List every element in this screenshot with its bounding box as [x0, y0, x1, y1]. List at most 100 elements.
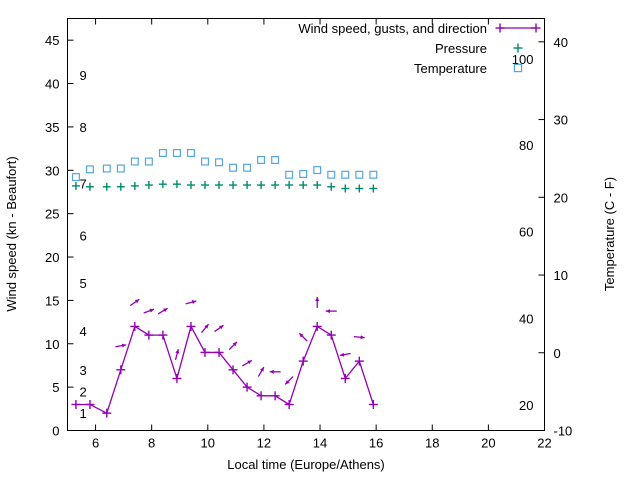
x-axis-title: Local time (Europe/Athens): [227, 457, 385, 472]
y-tick-label: 25: [45, 207, 59, 222]
beaufort-label: 8: [80, 120, 87, 135]
x-tick-label: 12: [257, 436, 271, 451]
fahrenheit-label: 80: [519, 138, 533, 153]
temperature-point: [299, 169, 308, 178]
temperature-point: [102, 164, 111, 173]
fahrenheit-label: 40: [519, 312, 533, 327]
arrow-head: [269, 369, 274, 374]
arrow-head: [232, 341, 237, 347]
wind-direction-arrow: [200, 323, 210, 334]
arrow-head: [339, 352, 345, 357]
y-tick-label: 10: [45, 337, 59, 352]
arrow-head: [175, 349, 180, 354]
fahrenheit-label: 60: [519, 224, 533, 239]
beaufort-label: 4: [80, 324, 87, 339]
fahrenheit-scale-labels: 20 40 60 80 100: [512, 52, 534, 413]
arrow-head: [191, 300, 197, 304]
y-tick-label: 35: [45, 120, 59, 135]
beaufort-label: 9: [80, 68, 87, 83]
legend-label-0: Wind speed, gusts, and direction: [298, 21, 487, 36]
arrow-head: [149, 308, 155, 313]
fahrenheit-label: 20: [519, 398, 533, 413]
legend-label-2: Temperature: [414, 61, 487, 76]
wind-direction-arrow: [353, 335, 365, 340]
y-tick-label: 15: [45, 293, 59, 308]
y-tick-label: 20: [45, 250, 59, 265]
series-wind-speed: [71, 321, 378, 418]
arrow-head: [299, 333, 304, 338]
y-axis-title: Wind speed (kn - Beaufort): [4, 156, 19, 311]
wind-direction-arrow: [115, 343, 127, 348]
y2-tick-label: 10: [554, 268, 568, 283]
y2-axis-title: Temperature (C - F): [602, 177, 617, 291]
temperature-point: [130, 157, 139, 166]
temperature-point: [341, 170, 350, 179]
y2-tick-label: 40: [554, 35, 568, 50]
wind-direction-arrow: [143, 308, 155, 314]
series-temperature: [71, 148, 378, 182]
plot-border: [67, 18, 545, 431]
beaufort-label: 2: [80, 384, 87, 399]
arrow-head: [204, 324, 209, 329]
legend-label-1: Pressure: [435, 41, 487, 56]
arrow-head: [285, 380, 290, 385]
chart-legend: Wind speed, gusts, and direction Pressure…: [298, 21, 541, 76]
x-axis-ticks: 6 8 10 12 14 16 18 20 22: [92, 18, 552, 451]
temperature-point: [243, 163, 252, 172]
x-tick-label: 18: [425, 436, 439, 451]
beaufort-label: 1: [80, 406, 87, 421]
temperature-point: [172, 148, 181, 157]
temperature-point: [257, 155, 266, 164]
temperature-point: [144, 157, 153, 166]
wind-direction-arrow: [185, 300, 197, 305]
wind-direction-arrow: [228, 341, 238, 351]
y2-tick-label: 30: [554, 113, 568, 128]
x-tick-label: 22: [537, 436, 551, 451]
wind-direction-arrow: [214, 324, 224, 333]
beaufort-label: 5: [80, 276, 87, 291]
y-tick-label: 30: [45, 163, 59, 178]
arrow-head: [360, 335, 365, 340]
temperature-point: [369, 170, 378, 179]
temperature-point: [313, 166, 322, 175]
legend-swatch-marker-2: [513, 63, 523, 73]
x-tick-label: 14: [313, 436, 327, 451]
temperature-point: [71, 173, 80, 182]
temperature-point: [116, 164, 125, 173]
wind-direction-arrow: [298, 332, 308, 342]
x-tick-label: 6: [92, 436, 99, 451]
x-tick-label: 16: [369, 436, 383, 451]
temperature-point: [85, 165, 94, 174]
wind-direction-arrow: [174, 348, 180, 360]
wind-direction-arrows: [115, 296, 365, 385]
wind-speed-line: [75, 324, 374, 415]
temperature-point: [271, 155, 280, 164]
y-tick-label: 45: [45, 33, 59, 48]
y2-tick-label: 0: [554, 346, 561, 361]
y2-axis-ticks: -10 0 10 20 30 40: [538, 35, 573, 439]
arrow-head: [218, 325, 224, 330]
plot-frame: [67, 18, 545, 431]
temperature-point: [355, 170, 364, 179]
x-tick-label: 8: [148, 436, 155, 451]
wind-direction-arrow: [284, 376, 294, 385]
temperature-point: [200, 157, 209, 166]
wind-direction-arrow: [157, 307, 168, 315]
arrow-head: [260, 367, 264, 372]
wind-direction-arrow: [129, 298, 140, 307]
y-tick-label: 0: [52, 424, 59, 439]
arrow-head: [121, 343, 127, 348]
y2-tick-label: -10: [554, 424, 573, 439]
arrow-head: [325, 309, 330, 314]
beaufort-label: 3: [80, 363, 87, 378]
beaufort-label: 7: [80, 176, 87, 191]
temperature-point: [327, 170, 336, 179]
x-tick-label: 10: [201, 436, 215, 451]
wind-direction-arrow: [257, 366, 265, 377]
arrow-head: [247, 360, 252, 365]
temperature-point: [215, 158, 224, 167]
temperature-point: [285, 170, 294, 179]
